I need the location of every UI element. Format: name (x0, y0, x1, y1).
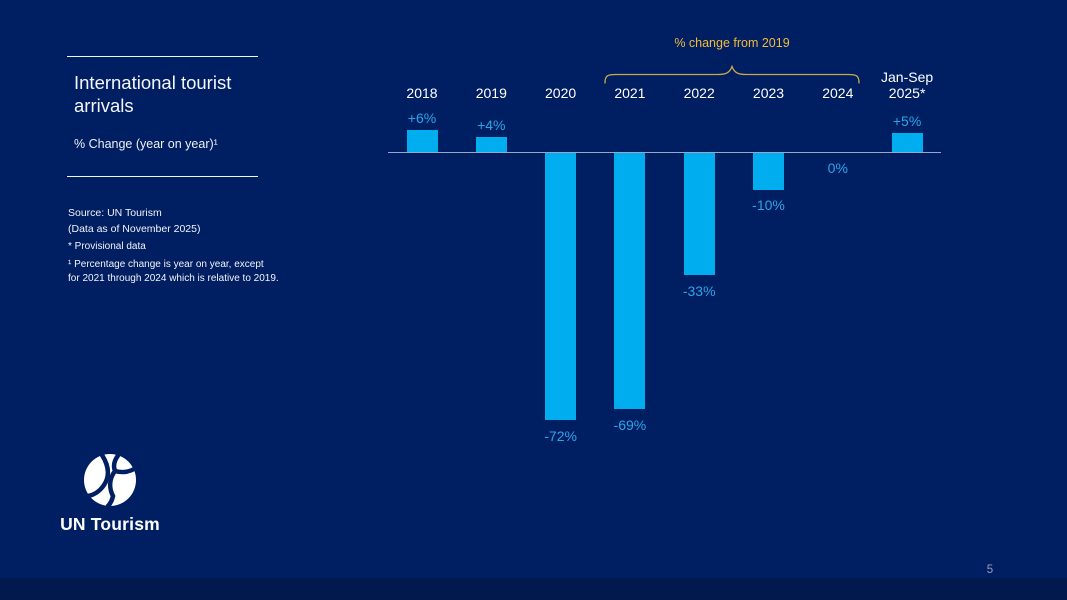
bar-value-label: 0% (827, 160, 848, 176)
x-axis-line (388, 152, 941, 153)
year-label: Jan-Sep 2025* (881, 69, 934, 101)
bar (545, 152, 577, 421)
footer-band (0, 578, 1067, 600)
page-title: International tourist arrivals (74, 72, 232, 116)
bar-value-label: -69% (613, 416, 647, 433)
bar (406, 129, 438, 152)
footnote-provisional: * Provisional data (68, 241, 146, 252)
chart-subtitle: % Change (year on year)¹ (74, 137, 218, 151)
year-label: 2023 (752, 85, 785, 101)
data-as-of-line: (Data as of November 2025) (68, 223, 201, 235)
un-tourism-globe-icon (84, 452, 137, 508)
annotation-change-from-2019: % change from 2019 (674, 36, 790, 50)
bar-value-label: -33% (682, 282, 716, 299)
bar-value-label: +6% (407, 109, 437, 126)
bar (475, 137, 507, 152)
year-label: 2019 (475, 85, 507, 101)
footnote-percentage-basis: ¹ Percentage change is year on year, exc… (68, 259, 279, 284)
source-line: Source: UN Tourism (68, 207, 162, 219)
bar-value-label: +4% (477, 117, 506, 134)
bar (614, 152, 646, 410)
year-label: 2020 (545, 85, 577, 101)
page-number: 5 (986, 564, 994, 576)
year-label: 2022 (683, 85, 715, 101)
bar-value-label: -10% (752, 197, 785, 214)
title-divider-bottom (67, 176, 258, 177)
logo-wordmark: UN Tourism (60, 514, 160, 534)
bar-value-label: -72% (544, 427, 577, 444)
bar (753, 152, 784, 190)
title-divider-top (67, 56, 258, 57)
bar-value-label: +5% (892, 113, 922, 130)
year-label: 2024 (822, 85, 854, 101)
bar (891, 133, 923, 152)
brace-icon (604, 65, 860, 84)
bar (683, 152, 715, 276)
year-label: 2018 (406, 85, 438, 101)
year-label: 2021 (614, 85, 646, 101)
